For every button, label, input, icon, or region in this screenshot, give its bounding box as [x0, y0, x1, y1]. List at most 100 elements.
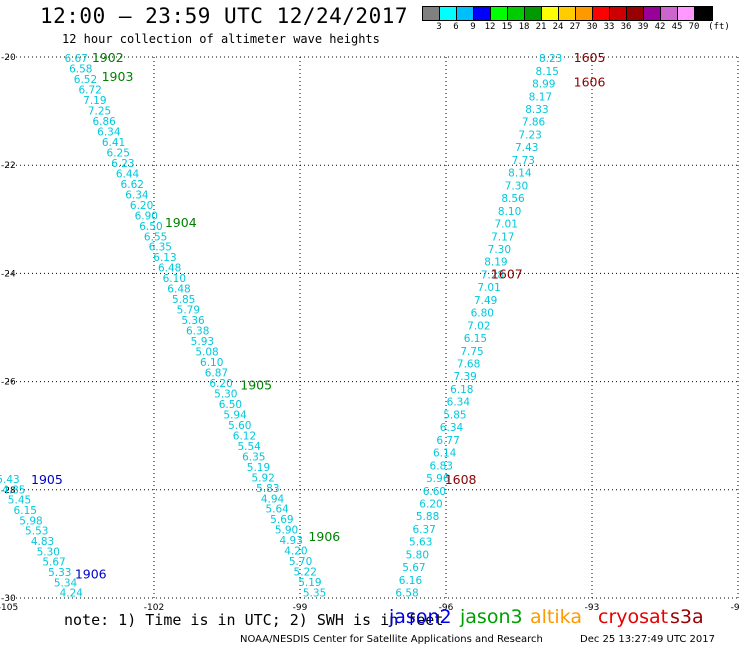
satellite-label-altika: altika — [530, 606, 582, 628]
wave-height-value: 6.20 — [419, 499, 442, 511]
wave-height-value: 6.41 — [102, 137, 125, 149]
wave-height-value: 7.25 — [88, 105, 111, 117]
x-tick-label: -93 — [585, 603, 600, 613]
wave-height-value: 8.15 — [536, 66, 559, 78]
color-swatch — [525, 7, 542, 20]
time-label: 1605 — [574, 50, 606, 65]
wave-height-value: 4.24 — [60, 588, 84, 600]
wave-height-value: 7.75 — [460, 346, 483, 358]
color-legend-tick: 9 — [470, 22, 476, 32]
color-swatch — [440, 7, 457, 20]
wave-height-value: 8.99 — [532, 79, 555, 91]
wave-height-value: 6.58 — [395, 588, 418, 600]
wave-height-value: 7.01 — [495, 219, 518, 231]
wave-height-value: 5.19 — [298, 577, 321, 589]
credit-text: NOAA/NESDIS Center for Satellite Applica… — [240, 634, 543, 645]
time-label: 1906 — [308, 529, 340, 544]
wave-height-value: 5.93 — [191, 336, 214, 348]
wave-height-value: 7.28 — [481, 269, 504, 281]
wave-height-value: 5.64 — [265, 504, 289, 516]
wave-height-value: 5.63 — [409, 537, 432, 549]
x-tick-label: -102 — [144, 603, 164, 613]
wave-height-value: 6.12 — [233, 430, 256, 442]
wave-height-value: 6.34 — [97, 126, 121, 138]
color-swatch — [593, 7, 610, 20]
time-label: 1608 — [445, 472, 477, 487]
color-legend-tick: 45 — [671, 22, 683, 32]
y-tick-label: -30 — [1, 594, 16, 604]
wave-height-value: 7.49 — [474, 295, 497, 307]
wave-height-value: 7.30 — [505, 180, 528, 192]
wave-height-value: 6.23 — [111, 158, 134, 170]
wave-height-value: 6.55 — [144, 231, 167, 243]
wave-height-value: 6.16 — [399, 575, 423, 587]
wave-height-value: 6.10 — [163, 273, 186, 285]
wave-height-value: 5.36 — [181, 315, 205, 327]
wave-height-value: 5.85 — [172, 294, 195, 306]
wave-height-value: 5.33 — [48, 567, 71, 579]
x-tick-label: -105 — [0, 603, 18, 613]
wave-height-value: 6.60 — [423, 486, 446, 498]
wave-height-value: 5.67 — [402, 562, 425, 574]
chart-title: 12:00 – 23:59 UTC 12/24/2017 — [40, 4, 409, 28]
satellite-label-cryosat: cryosat — [598, 606, 669, 628]
wave-height-value: 6.14 — [433, 448, 457, 460]
time-label: 1905 — [240, 377, 272, 392]
time-label: 1905 — [31, 472, 63, 487]
wave-height-value: 6.35 — [149, 242, 172, 254]
wave-height-value: 5.67 — [42, 557, 65, 569]
wave-height-value: 6.67 — [64, 53, 87, 65]
wave-height-value: 5.45 — [8, 495, 31, 507]
wave-height-value: 6.44 — [116, 168, 140, 180]
color-legend-tick: 15 — [501, 22, 513, 32]
time-label: 1902 — [92, 50, 124, 65]
wave-height-value: 5.90 — [275, 525, 298, 537]
time-label: 1904 — [165, 215, 197, 230]
wave-height-value: 5.22 — [294, 567, 317, 579]
wave-height-value: 5.30 — [214, 388, 237, 400]
wave-height-value: 7.30 — [488, 244, 511, 256]
color-swatch — [559, 7, 576, 20]
wave-height-value: 6.13 — [153, 252, 176, 264]
wave-height-value: 8.23 — [539, 53, 562, 65]
y-tick-label: -24 — [1, 269, 16, 279]
color-legend-tick: 30 — [586, 22, 598, 32]
satellite-label-jason2: jason2 — [389, 606, 452, 628]
wave-height-value: 5.43 — [0, 474, 20, 486]
satellite-label-jason3: jason3 — [460, 606, 523, 628]
wave-height-value: 6.37 — [412, 524, 435, 536]
timestamp-text: Dec 25 13:27:49 UTC 2017 — [580, 634, 715, 645]
wave-height-value: 5.88 — [416, 511, 439, 523]
wave-height-value: 4.83 — [31, 536, 54, 548]
color-legend-tick: 36 — [620, 22, 632, 32]
wave-height-value: 5.92 — [251, 472, 274, 484]
wave-height-value: 5.30 — [37, 546, 60, 558]
color-legend-ticks: 3 6 9 12 15 18 21 24 27 30 33 36 39 42 45 70 (ft) — [422, 22, 740, 36]
x-tick-label: -96 — [439, 603, 454, 613]
wave-height-value: 6.34 — [440, 422, 464, 434]
wave-height-value: 8.19 — [484, 257, 507, 269]
x-tick-label: -90 — [731, 603, 740, 613]
wave-height-value: 6.15 — [14, 505, 37, 517]
wave-height-value: 6.48 — [158, 263, 181, 275]
wave-height-value: 8.33 — [525, 104, 548, 116]
wave-height-value: 7.01 — [477, 282, 500, 294]
wave-height-value: 5.69 — [270, 514, 293, 526]
wave-height-value: 6.15 — [464, 333, 487, 345]
time-label: 1606 — [574, 74, 606, 89]
wave-height-value: 6.86 — [92, 116, 116, 128]
wave-height-value: 8.56 — [501, 193, 525, 205]
wave-height-value: 7.39 — [453, 371, 476, 383]
wave-height-value: 6.48 — [167, 284, 190, 296]
wave-height-value: 8.14 — [508, 168, 532, 180]
color-legend-tick: 42 — [654, 22, 666, 32]
wave-height-value: 7.68 — [457, 359, 480, 371]
wave-height-value: 6.62 — [121, 179, 144, 191]
wave-height-value: 4.20 — [284, 546, 307, 558]
time-label: 1906 — [75, 567, 107, 582]
wave-height-value: 5.96 — [426, 473, 450, 485]
x-tick-label: -99 — [293, 603, 308, 613]
wave-height-value: 6.50 — [139, 221, 162, 233]
wave-height-value: 5.34 — [54, 577, 78, 589]
wave-height-value: 6.83 — [430, 460, 453, 472]
